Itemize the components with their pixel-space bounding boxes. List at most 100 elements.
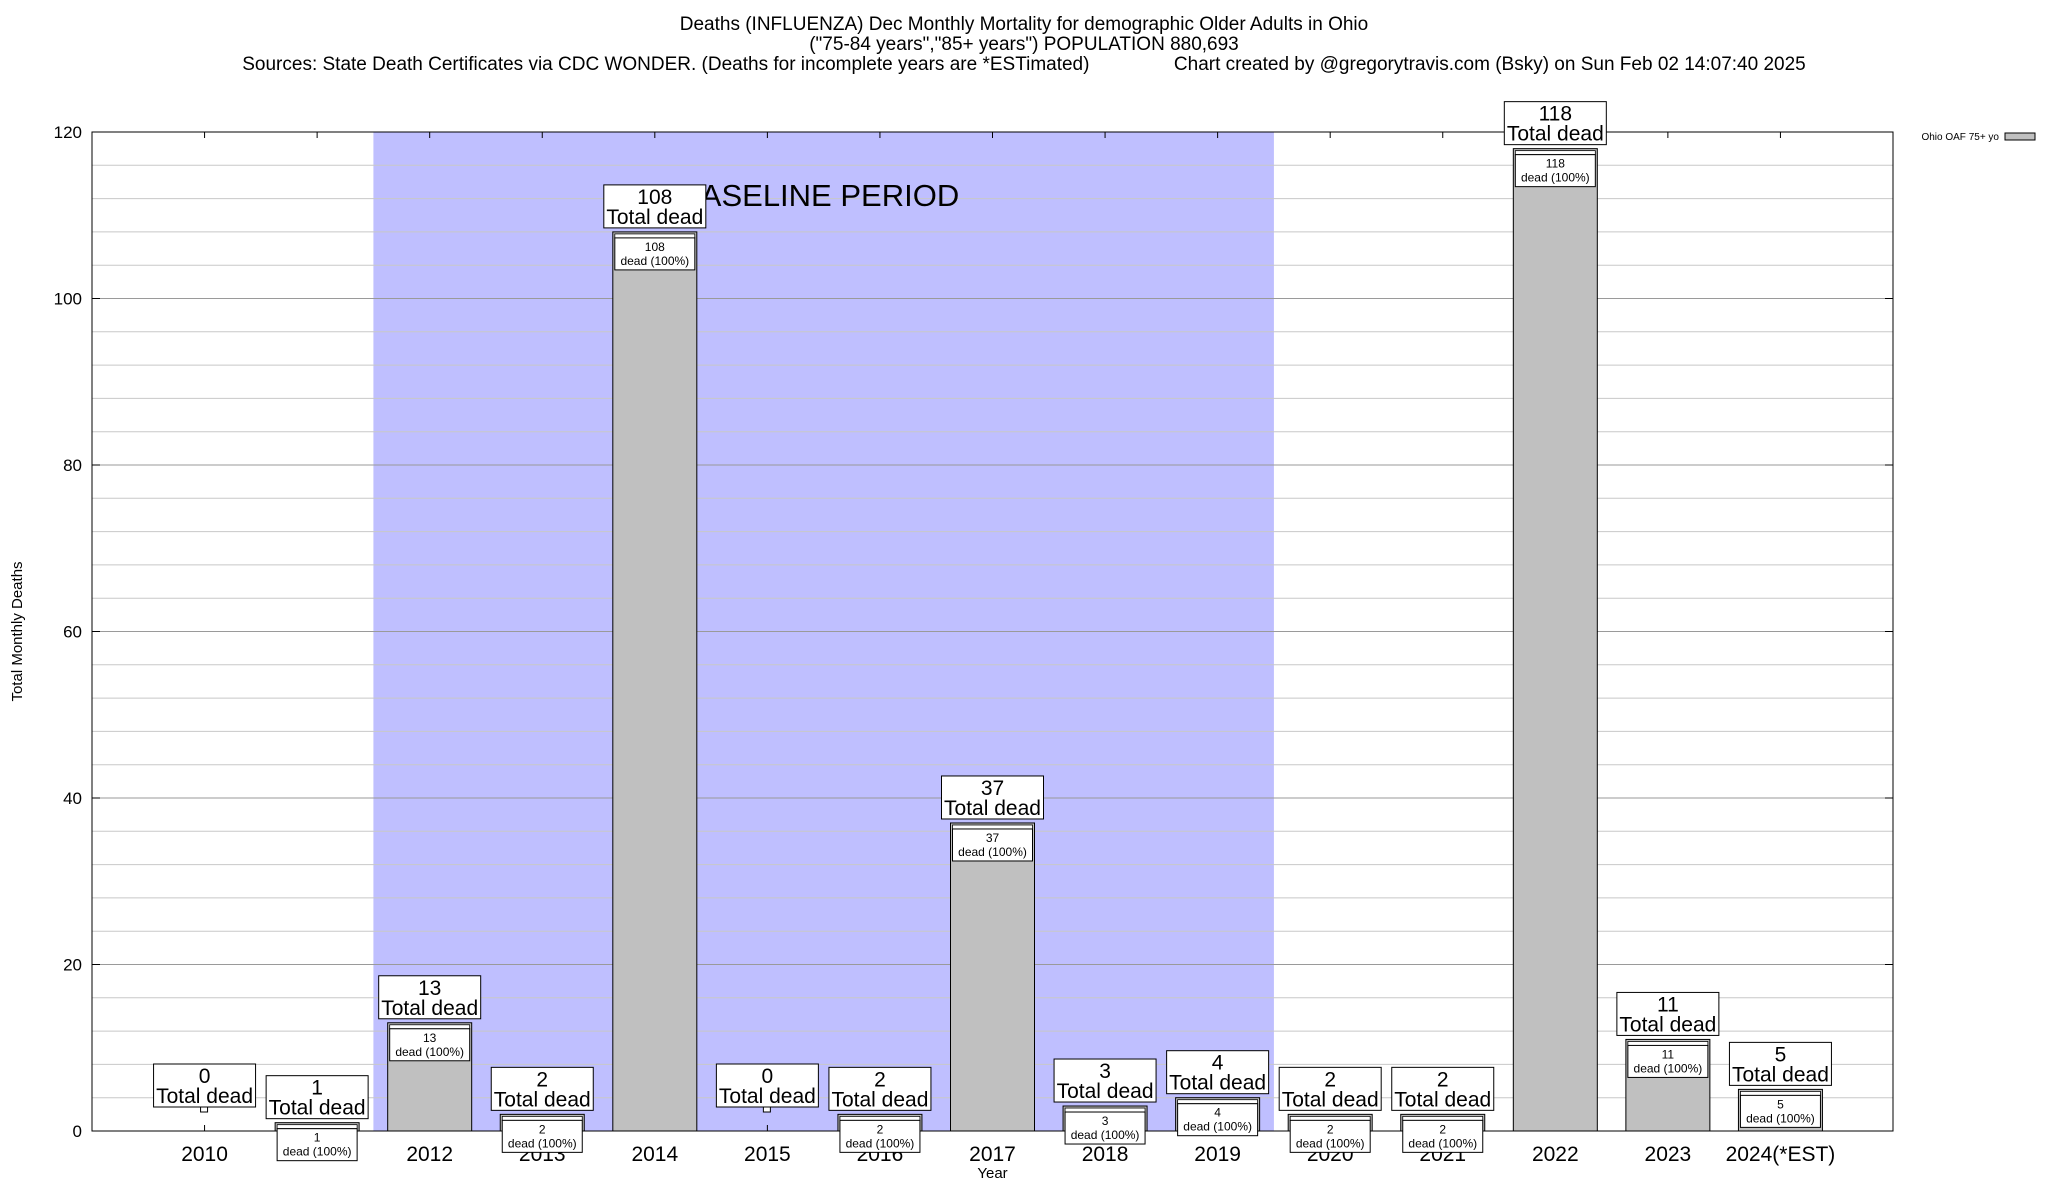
bar-cap bbox=[1289, 1115, 1371, 1121]
total-dead-label: Total dead bbox=[1394, 1088, 1491, 1111]
total-dead-label: Total dead bbox=[1732, 1063, 1829, 1086]
x-tick-label: 2024(*EST) bbox=[1726, 1143, 1836, 1166]
total-dead-label: Total dead bbox=[156, 1085, 253, 1108]
inner-value-label: 3 bbox=[1102, 1114, 1109, 1128]
bar-cap bbox=[614, 233, 696, 239]
inner-value-label: 2 bbox=[539, 1122, 546, 1136]
chart-subtitle: ("75-84 years","85+ years") POPULATION 8… bbox=[809, 34, 1239, 55]
inner-value-label: 2 bbox=[877, 1122, 884, 1136]
y-tick-label: 0 bbox=[73, 1122, 82, 1141]
total-value-label: 2 bbox=[874, 1068, 886, 1091]
total-dead-label: Total dead bbox=[494, 1088, 591, 1111]
legend-label: Ohio OAF 75+ yo bbox=[1921, 132, 1999, 143]
inner-value-label: 2 bbox=[1327, 1122, 1334, 1136]
inner-label-box bbox=[1739, 1094, 1821, 1128]
total-label-box bbox=[1503, 101, 1607, 146]
x-tick-label: 2018 bbox=[1082, 1143, 1129, 1166]
total-value-label: 5 bbox=[1775, 1043, 1787, 1066]
y-tick-label: 120 bbox=[54, 123, 82, 142]
y-tick-label: 60 bbox=[63, 623, 82, 642]
total-label-box bbox=[941, 775, 1044, 820]
inner-pct-label: dead (100%) bbox=[395, 1045, 464, 1059]
bar-cap bbox=[1627, 1041, 1709, 1046]
bar-cap bbox=[389, 1024, 471, 1030]
total-value-label: 108 bbox=[637, 186, 672, 209]
inner-pct-label: dead (100%) bbox=[1521, 171, 1590, 185]
inner-pct-label: dead (100%) bbox=[283, 1145, 352, 1159]
inner-value-label: 2 bbox=[1439, 1122, 1446, 1136]
total-label-box bbox=[378, 975, 482, 1020]
bar bbox=[612, 231, 698, 1132]
total-label-box bbox=[1728, 1041, 1832, 1086]
bar bbox=[950, 822, 1035, 1132]
total-value-label: 118 bbox=[1539, 103, 1572, 126]
total-label-box bbox=[1278, 1066, 1382, 1111]
inner-value-label: 118 bbox=[1546, 157, 1565, 171]
inner-pct-label: dead (100%) bbox=[1071, 1128, 1140, 1142]
bar bbox=[1512, 148, 1598, 1132]
total-label-box bbox=[490, 1066, 594, 1111]
total-dead-label: Total dead bbox=[381, 997, 478, 1020]
x-tick-label: 2022 bbox=[1532, 1143, 1579, 1166]
x-tick-label: 2012 bbox=[406, 1143, 453, 1166]
inner-pct-label: dead (100%) bbox=[1183, 1120, 1252, 1134]
y-tick-label: 40 bbox=[63, 789, 82, 808]
y-tick-label: 80 bbox=[63, 456, 82, 475]
total-label-box bbox=[1616, 991, 1720, 1036]
total-dead-label: Total dead bbox=[1619, 1013, 1716, 1036]
total-dead-label: Total dead bbox=[269, 1097, 366, 1120]
bar-cap bbox=[1177, 1099, 1259, 1105]
total-value-label: 2 bbox=[536, 1068, 548, 1091]
inner-label-box bbox=[952, 828, 1033, 862]
inner-label-box bbox=[614, 237, 696, 271]
total-dead-label: Total dead bbox=[719, 1085, 816, 1108]
chart-title: Deaths (INFLUENZA) Dec Monthly Mortality… bbox=[679, 14, 1369, 35]
total-value-label: 3 bbox=[1099, 1060, 1111, 1083]
x-tick-label: 2023 bbox=[1645, 1143, 1692, 1166]
chart-source-line: Sources: State Death Certificates via CD… bbox=[242, 54, 1806, 75]
total-value-label: 11 bbox=[1657, 993, 1679, 1016]
inner-pct-label: dead (100%) bbox=[1408, 1136, 1477, 1150]
total-dead-label: Total dead bbox=[606, 206, 703, 229]
bar-cap bbox=[1740, 1090, 1821, 1096]
x-axis-title: Year bbox=[977, 1165, 1007, 1182]
total-value-label: 2 bbox=[1324, 1068, 1336, 1091]
bar-cap bbox=[1064, 1107, 1146, 1113]
total-dead-label: Total dead bbox=[831, 1088, 928, 1111]
total-label-box bbox=[1391, 1066, 1495, 1111]
bar-cap bbox=[1514, 150, 1596, 156]
x-tick-label: 2015 bbox=[744, 1143, 791, 1166]
x-tick-label: 2017 bbox=[969, 1143, 1016, 1166]
inner-value-label: 13 bbox=[423, 1031, 437, 1045]
inner-label-box bbox=[1514, 154, 1596, 188]
inner-value-label: 37 bbox=[986, 831, 1000, 845]
total-dead-label: Total dead bbox=[944, 797, 1041, 820]
inner-pct-label: dead (100%) bbox=[508, 1136, 577, 1150]
inner-value-label: 5 bbox=[1777, 1097, 1784, 1111]
total-value-label: 0 bbox=[199, 1065, 211, 1088]
bar-cap bbox=[839, 1115, 921, 1121]
bar-cap bbox=[501, 1115, 583, 1121]
inner-label-box bbox=[1177, 1103, 1259, 1137]
bar-cap bbox=[952, 824, 1033, 830]
inner-label-box bbox=[1064, 1111, 1146, 1145]
inner-value-label: 108 bbox=[645, 240, 665, 254]
total-label-box bbox=[1166, 1050, 1270, 1095]
inner-label-box bbox=[1402, 1119, 1484, 1153]
inner-pct-label: dead (100%) bbox=[958, 845, 1027, 859]
y-tick-label: 20 bbox=[63, 956, 82, 975]
inner-pct-label: dead (100%) bbox=[620, 254, 689, 268]
inner-label-box bbox=[839, 1119, 921, 1153]
y-axis-title: Total Monthly Deaths bbox=[9, 561, 26, 701]
total-dead-label: Total dead bbox=[1057, 1080, 1154, 1103]
inner-label-box bbox=[276, 1128, 358, 1162]
bar-cap bbox=[276, 1124, 358, 1130]
total-label-box bbox=[153, 1063, 257, 1108]
total-label-box bbox=[828, 1066, 932, 1111]
inner-pct-label: dead (100%) bbox=[1634, 1061, 1703, 1075]
x-tick-label: 2014 bbox=[631, 1143, 678, 1166]
inner-label-box bbox=[1627, 1044, 1709, 1078]
total-dead-label: Total dead bbox=[1507, 123, 1604, 146]
inner-pct-label: dead (100%) bbox=[846, 1136, 915, 1150]
